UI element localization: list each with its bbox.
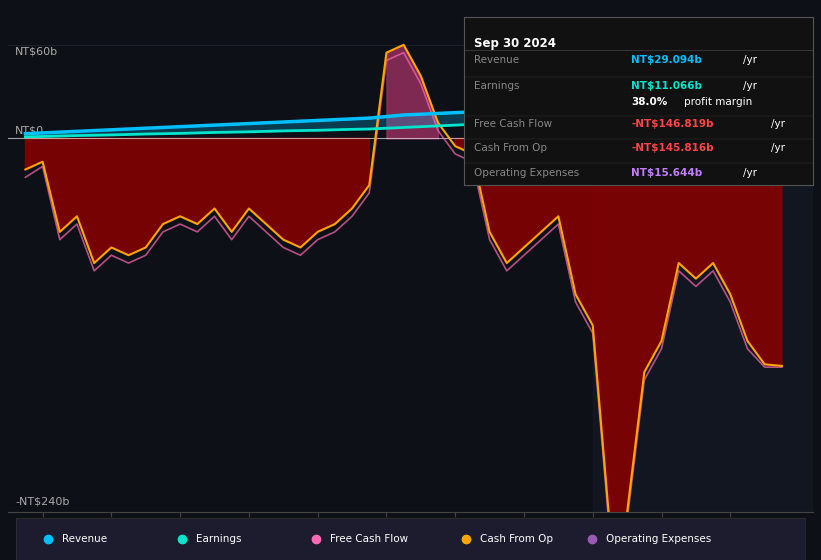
- Text: /yr: /yr: [743, 55, 757, 66]
- Text: NT$29.094b: NT$29.094b: [631, 55, 702, 66]
- Text: Operating Expenses: Operating Expenses: [475, 168, 580, 178]
- Text: Operating Expenses: Operating Expenses: [606, 534, 711, 544]
- Text: NT$11.066b: NT$11.066b: [631, 81, 702, 91]
- Text: Earnings: Earnings: [196, 534, 241, 544]
- Text: NT$0: NT$0: [15, 125, 44, 136]
- Text: Cash From Op: Cash From Op: [475, 143, 548, 153]
- Text: NT$60b: NT$60b: [15, 46, 58, 56]
- Text: /yr: /yr: [771, 119, 785, 129]
- Text: /yr: /yr: [743, 168, 757, 178]
- Text: -NT$240b: -NT$240b: [15, 497, 70, 507]
- Text: Cash From Op: Cash From Op: [479, 534, 553, 544]
- Text: Free Cash Flow: Free Cash Flow: [475, 119, 553, 129]
- Text: Sep 30 2024: Sep 30 2024: [475, 37, 557, 50]
- Text: Revenue: Revenue: [475, 55, 520, 66]
- Text: NT$15.644b: NT$15.644b: [631, 168, 703, 178]
- Text: /yr: /yr: [771, 143, 785, 153]
- Bar: [593, 17, 813, 512]
- Text: -NT$145.816b: -NT$145.816b: [631, 143, 714, 153]
- Text: /yr: /yr: [743, 81, 757, 91]
- Text: Free Cash Flow: Free Cash Flow: [330, 534, 408, 544]
- Text: Earnings: Earnings: [475, 81, 520, 91]
- Text: -NT$146.819b: -NT$146.819b: [631, 119, 713, 129]
- Text: Revenue: Revenue: [62, 534, 108, 544]
- Text: 38.0%: 38.0%: [631, 97, 667, 108]
- Text: profit margin: profit margin: [684, 97, 752, 108]
